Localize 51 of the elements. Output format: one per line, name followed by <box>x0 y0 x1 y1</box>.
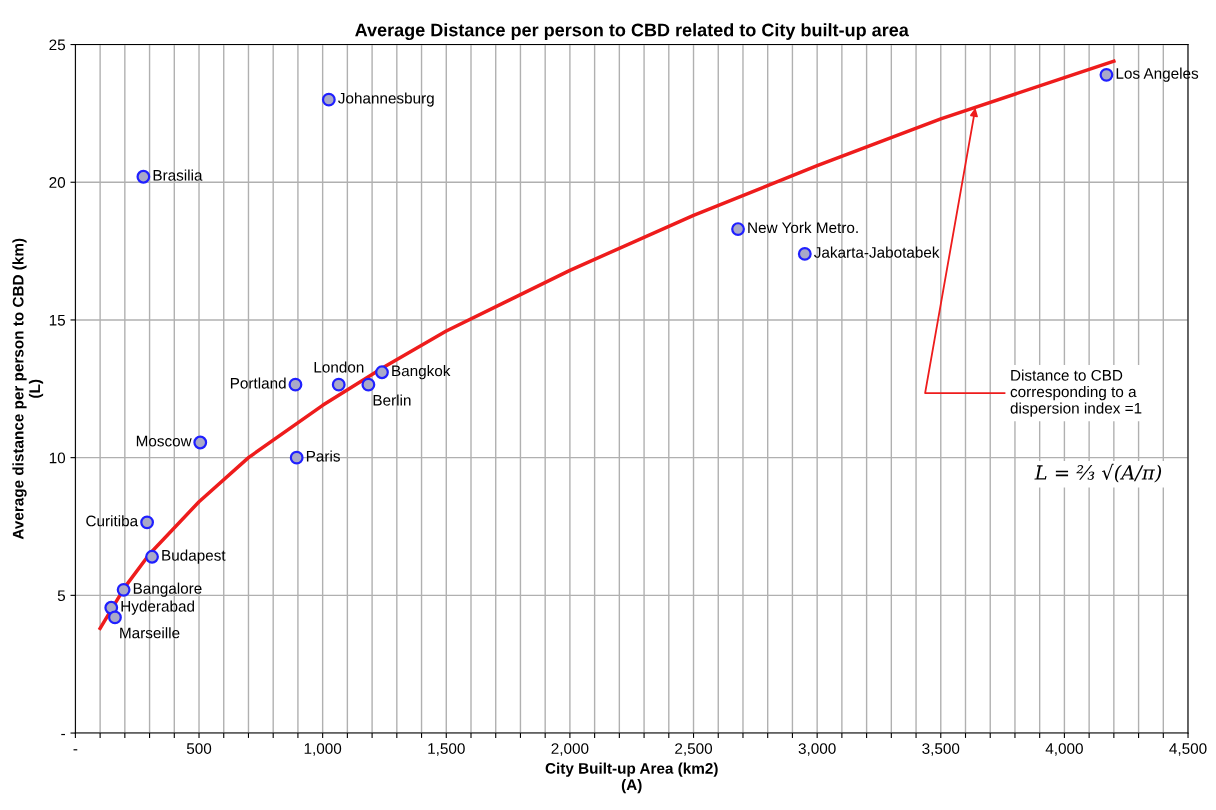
series-label: Paris <box>306 450 340 462</box>
point <box>108 610 122 625</box>
y-axis-title: Average distance per person to CBD (km) (L) <box>12 238 44 540</box>
series-label: Johannesburg <box>338 92 434 107</box>
annotation: L = ⅔ √(A/π) <box>1034 463 1162 483</box>
series-label: Budapest <box>162 549 226 564</box>
annotation: Distance to CBD corresponding to a dispersion index =1 <box>1010 369 1142 417</box>
y-tick-label: 15 <box>49 314 66 326</box>
series-label: Bangkok <box>392 365 451 380</box>
point <box>361 377 376 392</box>
point <box>140 515 155 530</box>
x-tick-label: 500 <box>186 743 212 754</box>
x-tick-label: 1,500 <box>428 743 465 756</box>
point <box>321 92 336 107</box>
y-tick-label: 20 <box>49 177 66 188</box>
series-label: Jakarta-Jabotabek <box>814 246 940 258</box>
point <box>193 435 208 450</box>
series-label: Hyderabad <box>121 600 194 615</box>
series-label: Curitiba <box>86 515 139 527</box>
series-label: London <box>314 361 364 373</box>
point <box>289 450 304 465</box>
series-label: Portland <box>230 377 286 389</box>
series-label: Brasilia <box>153 169 203 181</box>
point <box>288 377 303 392</box>
point <box>1099 67 1114 82</box>
point <box>136 169 151 184</box>
point <box>116 582 131 597</box>
series-label: Marseille <box>120 627 180 639</box>
x-tick-label: 3,000 <box>798 743 836 756</box>
point <box>145 549 159 564</box>
x-tick-label: 2,500 <box>675 743 713 756</box>
point <box>331 377 346 392</box>
x-tick-label: - <box>73 749 78 751</box>
x-tick-label: 4,000 <box>1045 743 1083 756</box>
x-tick-label: 1,000 <box>304 743 342 756</box>
y-tick-label: - <box>61 733 65 736</box>
x-axis-title: City Built-up Area (km2) (A) <box>545 762 718 794</box>
series-label: Bangalore <box>133 582 202 597</box>
x-tick-label: 3,500 <box>922 743 960 756</box>
chart-title: Average Distance per person to CBD related to City built-up area <box>355 23 909 41</box>
point <box>731 222 745 236</box>
x-tick-label: 4,500 <box>1169 743 1207 756</box>
series-label: Moscow <box>136 435 192 447</box>
y-tick-label: 10 <box>49 452 66 464</box>
series-label: Berlin <box>373 394 411 406</box>
x-tick-label: 2,000 <box>551 743 589 756</box>
point <box>797 246 812 261</box>
series-label: New York Metro. <box>748 221 858 234</box>
point <box>375 365 389 380</box>
y-tick-label: 25 <box>49 39 66 51</box>
y-tick-label: 5 <box>57 590 66 602</box>
